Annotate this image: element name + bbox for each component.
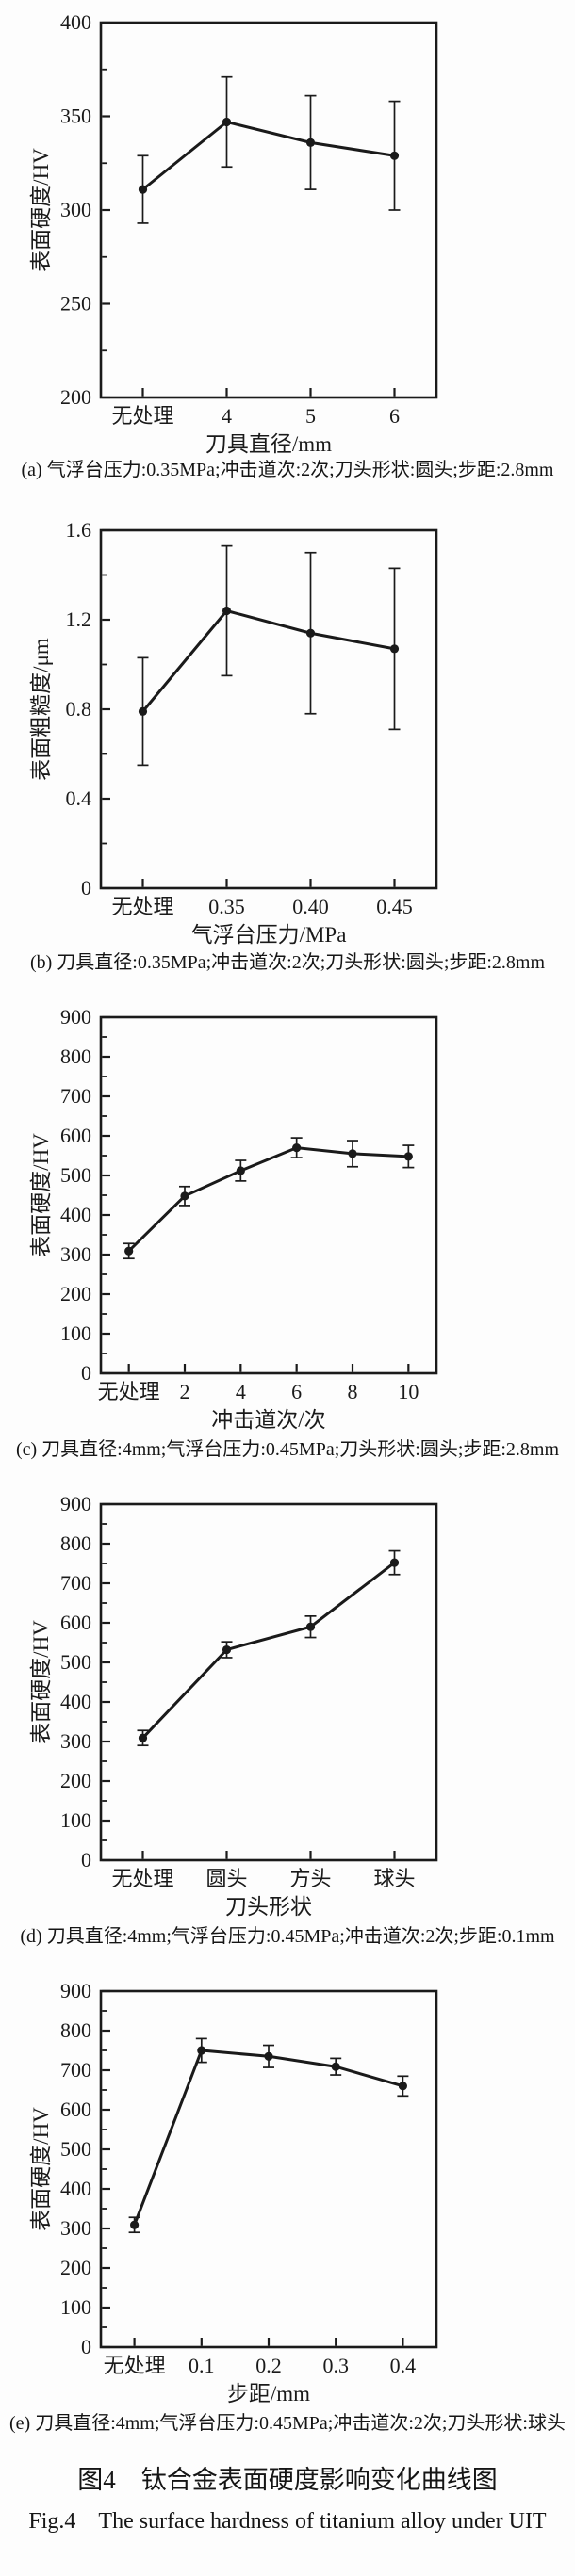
svg-text:400: 400 <box>60 2177 91 2200</box>
svg-text:5: 5 <box>305 404 316 428</box>
panel-b: 0 0.4 0.8 1.2 1.6 无处理 0.35 0.40 0.45 气浮台压力/MPa 表面粗… <box>0 506 575 976</box>
figure-caption-chinese: 图4 钛合金表面硬度影响变化曲线图 <box>77 2466 498 2494</box>
svg-text:无处理: 无处理 <box>111 895 173 918</box>
panel-a-caption: (a) 气浮台压力:0.35MPa;冲击道次:2次;刀头形状:圆头;步距:2.8… <box>21 460 554 480</box>
svg-text:100: 100 <box>60 2295 91 2319</box>
panel-b-caption: (b) 刀具直径:0.35MPa;冲击道次:2次;刀头形状:圆头;步距:2.8m… <box>29 952 546 973</box>
svg-text:无处理: 无处理 <box>111 1867 173 1890</box>
svg-text:100: 100 <box>60 1321 91 1345</box>
svg-text:0.4: 0.4 <box>390 2354 417 2377</box>
svg-text:0.3: 0.3 <box>322 2354 349 2377</box>
panel-e: 0 100 200 300 400 500 600 700 800 900 无处理 0.1 0.2 0.3… <box>0 1972 575 2437</box>
svg-text:350: 350 <box>60 105 91 128</box>
svg-text:球头: 球头 <box>373 1867 415 1890</box>
chart-panel-b: 0 0.4 0.8 1.2 1.6 无处理 0.35 0.40 0.45 气浮台压力/MPa 表面粗… <box>29 518 438 947</box>
svg-text:500: 500 <box>60 1650 91 1674</box>
svg-text:500: 500 <box>60 1163 91 1187</box>
svg-text:300: 300 <box>60 1242 91 1266</box>
chart-panel-c: 0 100 200 300 400 500 600 700 800 900 无处理 2 4 6 8 10 冲击道… <box>29 1005 438 1432</box>
chart-panel-a: 200 250 300 350 400 无处理 4 5 6 刀具直径/mm 表面硬度/HV <box>29 10 438 456</box>
svg-text:圆头: 圆头 <box>205 1867 247 1890</box>
svg-text:200: 200 <box>60 385 91 409</box>
svg-text:0: 0 <box>81 876 91 899</box>
svg-text:250: 250 <box>60 292 91 316</box>
svg-text:300: 300 <box>60 2216 91 2240</box>
svg-text:400: 400 <box>60 1690 91 1713</box>
panel-a: 200 250 300 350 400 无处理 4 5 6 刀具直径/mm 表面硬度/HV (a) … <box>0 2 575 483</box>
svg-text:6: 6 <box>291 1380 302 1403</box>
svg-text:无处理: 无处理 <box>104 2354 166 2377</box>
svg-text:方头: 方头 <box>289 1867 331 1890</box>
figure-caption-english: Fig.4 The surface hardness of titanium a… <box>28 2509 547 2534</box>
svg-text:300: 300 <box>60 1729 91 1753</box>
panel-c-caption: (c) 刀具直径:4mm;气浮台压力:0.45MPa;刀头形状:圆头;步距:2.… <box>15 1439 560 1460</box>
svg-text:0.35: 0.35 <box>208 895 245 918</box>
svg-text:0.45: 0.45 <box>376 895 413 918</box>
svg-text:600: 600 <box>60 2098 91 2121</box>
svg-text:200: 200 <box>60 2256 91 2279</box>
svg-text:0.1: 0.1 <box>189 2354 215 2377</box>
svg-text:700: 700 <box>60 1084 91 1108</box>
panel-d-caption: (d) 刀具直径:4mm;气浮台压力:0.45MPa;冲击道次:2次;步距:0.… <box>20 1926 555 1947</box>
svg-text:0.4: 0.4 <box>66 786 92 810</box>
svg-text:表面硬度/HV: 表面硬度/HV <box>29 1133 53 1257</box>
svg-text:800: 800 <box>60 1531 91 1555</box>
svg-text:2: 2 <box>180 1380 190 1403</box>
panel-c: 0 100 200 300 400 500 600 700 800 900 无处理 2 4 6 8 10 冲击道… <box>0 998 575 1463</box>
svg-text:400: 400 <box>60 1203 91 1226</box>
svg-text:刀具直径/mm: 刀具直径/mm <box>205 432 332 456</box>
svg-text:200: 200 <box>60 1282 91 1305</box>
svg-text:6: 6 <box>389 404 400 428</box>
svg-text:200: 200 <box>60 1769 91 1792</box>
chart-panel-e: 0 100 200 300 400 500 600 700 800 900 无处理 0.1 0.2 0.3… <box>29 1979 438 2406</box>
svg-text:600: 600 <box>60 1611 91 1634</box>
svg-text:1.6: 1.6 <box>66 518 92 542</box>
svg-text:900: 900 <box>60 1492 91 1515</box>
chart-panel-d: 0 100 200 300 400 500 600 700 800 900 无处理 圆头 方头 球头刀头形… <box>29 1492 438 1919</box>
svg-text:冲击道次/次: 冲击道次/次 <box>211 1408 325 1432</box>
svg-text:表面硬度/HV: 表面硬度/HV <box>29 1620 53 1744</box>
svg-text:步距/mm: 步距/mm <box>227 2382 310 2406</box>
svg-text:700: 700 <box>60 1571 91 1595</box>
svg-text:900: 900 <box>60 1005 91 1029</box>
svg-text:800: 800 <box>60 2018 91 2042</box>
svg-text:0: 0 <box>81 2335 91 2358</box>
svg-text:300: 300 <box>60 198 91 221</box>
svg-text:无处理: 无处理 <box>111 404 173 428</box>
svg-text:800: 800 <box>60 1045 91 1068</box>
svg-text:4: 4 <box>236 1380 246 1403</box>
svg-text:0.40: 0.40 <box>292 895 329 918</box>
svg-text:表面粗糙度/μm: 表面粗糙度/μm <box>29 638 53 781</box>
svg-text:100: 100 <box>60 1808 91 1832</box>
svg-text:600: 600 <box>60 1124 91 1147</box>
svg-text:气浮台压力/MPa: 气浮台压力/MPa <box>191 923 347 947</box>
svg-text:无处理: 无处理 <box>98 1380 160 1403</box>
svg-text:400: 400 <box>60 10 91 34</box>
svg-text:4: 4 <box>222 404 232 428</box>
svg-text:500: 500 <box>60 2137 91 2161</box>
svg-text:0.8: 0.8 <box>66 697 92 721</box>
svg-text:1.2: 1.2 <box>66 608 92 631</box>
svg-text:表面硬度/HV: 表面硬度/HV <box>29 148 53 272</box>
svg-text:0: 0 <box>81 1848 91 1871</box>
svg-text:900: 900 <box>60 1979 91 2002</box>
svg-text:10: 10 <box>398 1380 419 1403</box>
svg-text:表面硬度/HV: 表面硬度/HV <box>29 2107 53 2231</box>
svg-text:700: 700 <box>60 2058 91 2082</box>
svg-text:0: 0 <box>81 1361 91 1385</box>
svg-text:刀头形状: 刀头形状 <box>225 1895 312 1919</box>
svg-text:8: 8 <box>348 1380 358 1403</box>
panel-d: 0 100 200 300 400 500 600 700 800 900 无处理 圆头 方头 球头刀头形… <box>0 1485 575 1950</box>
svg-text:0.2: 0.2 <box>255 2354 282 2377</box>
panel-e-caption: (e) 刀具直径:4mm;气浮台压力:0.45MPa;冲击道次:2次;刀头形状:… <box>9 2413 566 2434</box>
